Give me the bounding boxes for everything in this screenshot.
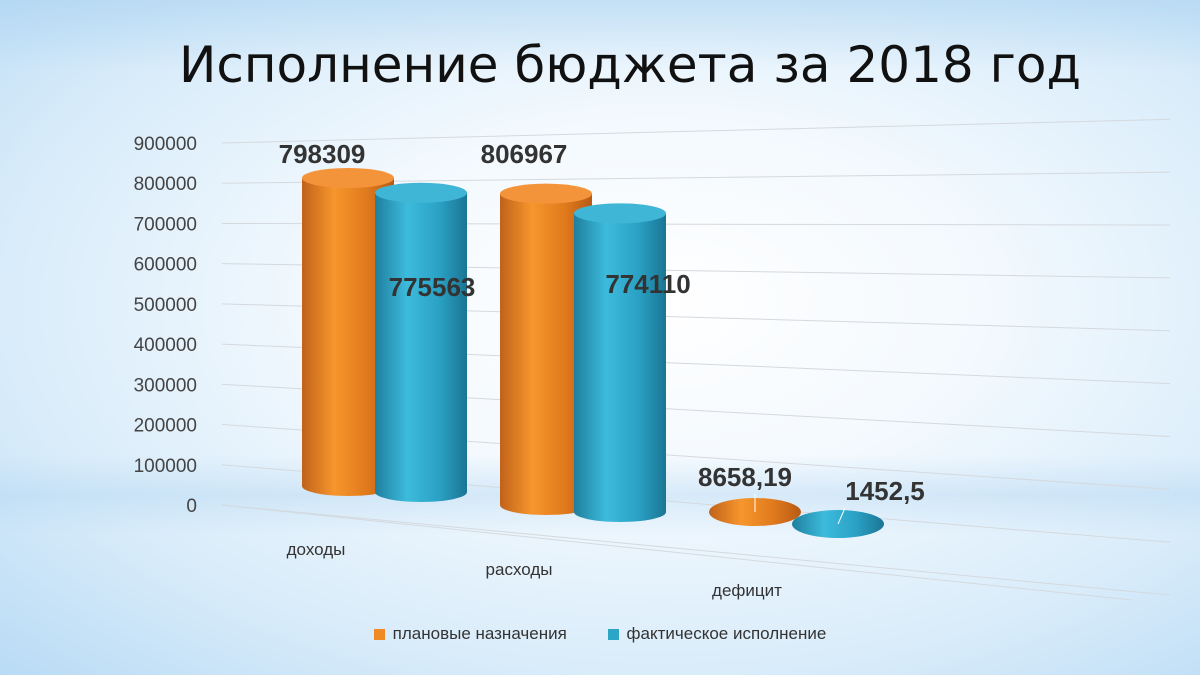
data-label-leader [837,507,846,525]
x-category-label: расходы [486,560,553,579]
bar-top [302,168,394,188]
y-tick-label: 700000 [134,214,197,235]
y-tick-label: 800000 [134,174,197,195]
data-label: 798309 [279,139,366,169]
bar-actual [375,182,467,502]
bar-plan [302,168,394,496]
legend-swatch-actual [607,628,619,640]
data-labels: 798309 806967 8658,19 775563 774110 1452,5 [279,139,925,525]
y-tick-label: 400000 [134,335,197,356]
bar-actual [574,203,666,522]
gridline [221,118,1171,144]
y-tick-label: 500000 [134,295,197,316]
bar-plan [500,183,592,515]
bar-body [574,213,666,522]
data-label: 806967 [481,139,568,169]
chart: 0 100000 200000 300000 400000 500000 600000 700… [134,118,1171,601]
legend-item-actual: фактическое исполнение [607,624,827,644]
data-label: 774110 [605,269,690,299]
floor-back-edge [221,504,1171,596]
bar-top [574,203,666,224]
data-label: 775563 [389,272,476,302]
legend: плановые назначения фактическое исполнен… [0,624,1200,645]
y-tick-label: 600000 [134,255,197,276]
y-tick-label: 300000 [134,375,197,396]
bars [302,168,884,538]
data-label: 8658,19 [698,462,792,492]
bar-top [375,182,467,203]
legend-swatch-plan [373,628,385,640]
bar-top [500,183,592,204]
y-tick-label: 100000 [134,456,197,477]
y-tick-label: 0 [186,496,197,517]
chart-title: Исполнение бюджета за 2018 год [178,36,1082,94]
y-axis: 0 100000 200000 300000 400000 500000 600000 700… [134,134,197,517]
data-label: 1452,5 [845,476,925,506]
legend-label-plan: плановые назначения [392,624,567,643]
bar-body [500,193,592,515]
x-category-label: дефицит [712,581,782,600]
y-tick-label: 900000 [134,134,197,155]
bar-body [302,178,394,496]
legend-label-actual: фактическое исполнение [626,624,827,643]
floor-front-edge [221,504,1133,601]
x-category-label: доходы [287,540,346,559]
y-tick-label: 200000 [134,416,197,437]
x-axis: доходы расходы дефицит [287,540,783,600]
bar-body [375,192,467,502]
legend-item-plan: плановые назначения [373,624,567,644]
